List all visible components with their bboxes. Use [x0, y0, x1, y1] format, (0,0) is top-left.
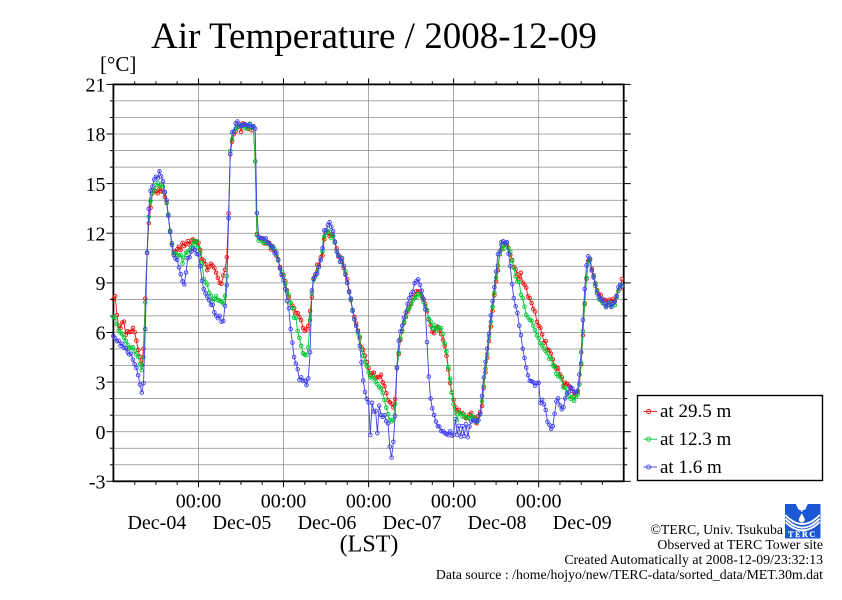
svg-text:0: 0 — [96, 422, 106, 444]
svg-text:00:00: 00:00 — [346, 491, 392, 513]
svg-text:6: 6 — [96, 323, 106, 345]
svg-text:[°C]: [°C] — [100, 52, 136, 76]
svg-text:00:00: 00:00 — [431, 491, 477, 513]
svg-text:00:00: 00:00 — [176, 491, 222, 513]
svg-text:Dec-08: Dec-08 — [468, 512, 527, 534]
svg-text:Dec-07: Dec-07 — [383, 512, 442, 534]
svg-text:15: 15 — [86, 174, 106, 196]
svg-text:at 1.6 m: at 1.6 m — [660, 457, 722, 478]
svg-text:at 12.3 m: at 12.3 m — [660, 429, 731, 450]
svg-text:Dec-04: Dec-04 — [127, 512, 186, 534]
svg-text:Created Automatically at 2008-: Created Automatically at 2008-12-09/23:3… — [564, 552, 823, 567]
svg-text:18: 18 — [86, 124, 106, 146]
svg-text:Data source : /home/hojyo/new/: Data source : /home/hojyo/new/TERC-data/… — [436, 567, 823, 582]
svg-text:©TERC, Univ. Tsukuba: ©TERC, Univ. Tsukuba — [650, 522, 783, 537]
svg-text:TERC: TERC — [788, 530, 817, 539]
svg-text:Dec-09: Dec-09 — [553, 512, 612, 534]
svg-text:00:00: 00:00 — [516, 491, 562, 513]
svg-text:Dec-06: Dec-06 — [298, 512, 357, 534]
svg-text:Dec-05: Dec-05 — [213, 512, 272, 534]
svg-text:9: 9 — [96, 273, 106, 295]
svg-text:Observed at TERC Tower site: Observed at TERC Tower site — [657, 537, 823, 552]
svg-text:Air Temperature / 2008-12-09: Air Temperature / 2008-12-09 — [151, 16, 597, 57]
svg-text:at 29.5 m: at 29.5 m — [660, 401, 731, 422]
svg-text:00:00: 00:00 — [261, 491, 307, 513]
svg-text:3: 3 — [96, 372, 106, 394]
svg-text:21: 21 — [86, 75, 106, 97]
svg-text:(LST): (LST) — [340, 532, 399, 558]
svg-text:12: 12 — [86, 223, 106, 245]
svg-text:-3: -3 — [89, 472, 106, 494]
